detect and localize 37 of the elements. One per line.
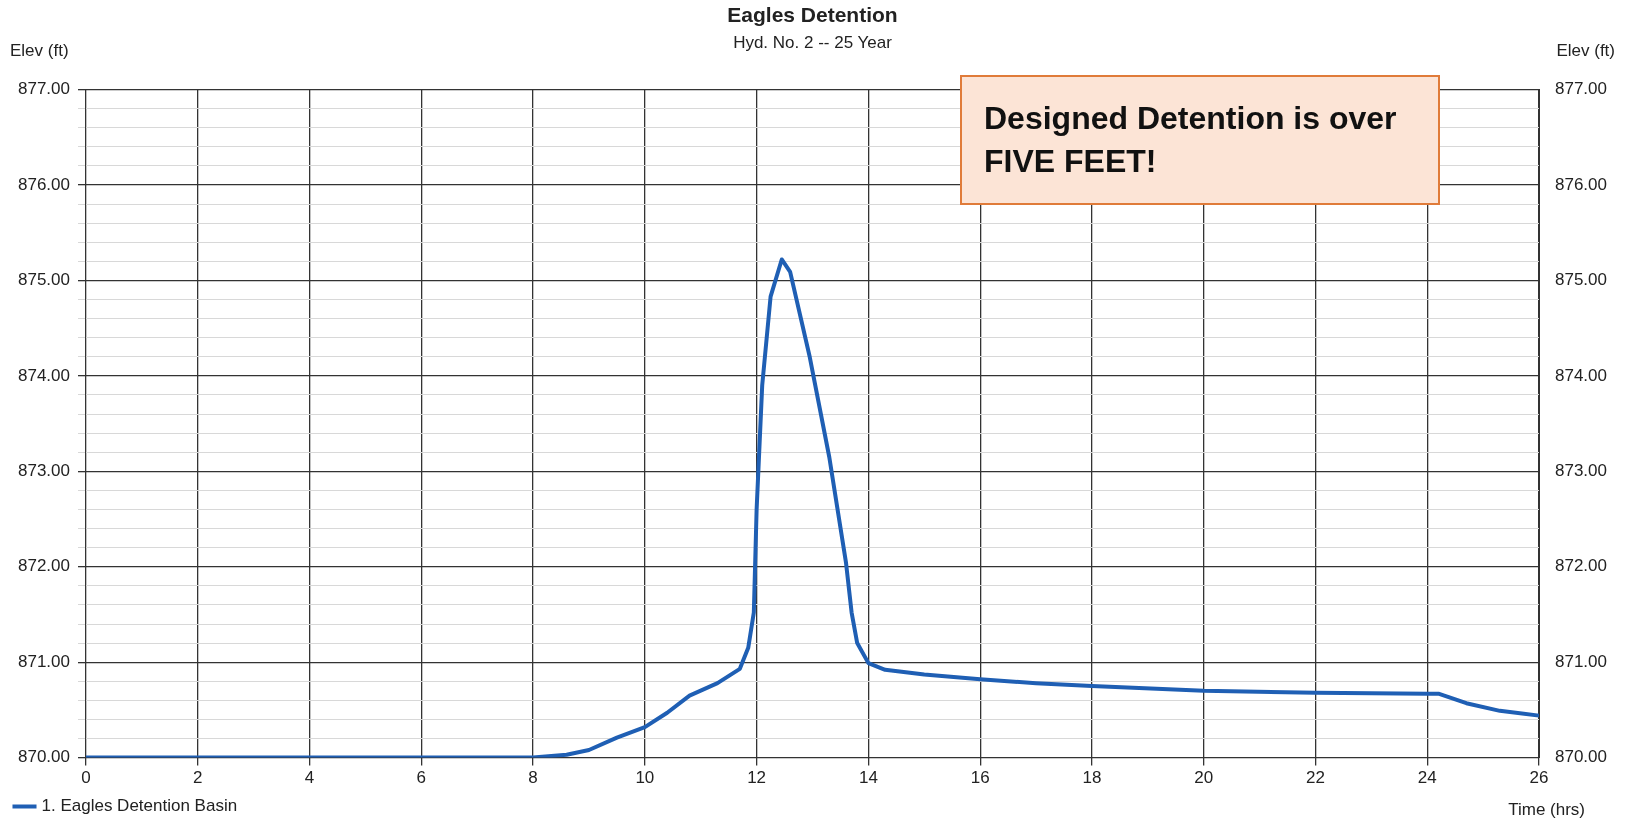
x-tick-label: 2 <box>193 768 203 788</box>
x-axis-title: Time (hrs) <box>1508 800 1585 820</box>
chart-title: Eagles Detention <box>727 3 898 27</box>
x-tick-label: 26 <box>1529 768 1549 788</box>
x-tick-label: 6 <box>416 768 427 788</box>
x-tick-label: 18 <box>1082 768 1102 788</box>
y2-tick-label: 871.00 <box>1555 651 1607 671</box>
y2-axis-title: Elev (ft) <box>1556 40 1615 60</box>
x-tick-label: 20 <box>1194 768 1214 788</box>
y-tick-label: 871.00 <box>18 651 70 671</box>
y-tick-label: 876.00 <box>18 174 70 194</box>
y-tick-label: 873.00 <box>18 461 70 480</box>
chart-subtitle: Hyd. No. 2 -- 25 Year <box>733 33 893 53</box>
x-tick-label: 12 <box>747 768 767 788</box>
x-tick-label: 0 <box>81 768 91 788</box>
x-tick-label: 8 <box>528 768 538 788</box>
x-tick-label: 14 <box>858 768 878 788</box>
y2-tick-label: 875.00 <box>1555 270 1607 290</box>
y-tick-label: 870.00 <box>18 747 70 767</box>
y2-tick-label: 877.00 <box>1555 79 1607 99</box>
legend-label: 1. Eagles Detention Basin <box>41 796 238 816</box>
y2-tick-label: 876.00 <box>1555 174 1607 194</box>
y2-tick-label: 873.00 <box>1555 461 1607 480</box>
y-tick-label: 874.00 <box>18 365 70 385</box>
y-axis-title: Elev (ft) <box>10 40 69 60</box>
x-tick-label: 4 <box>304 768 315 788</box>
x-tick-label: 16 <box>970 768 990 788</box>
y2-tick-label: 872.00 <box>1555 556 1607 576</box>
y-tick-label: 877.00 <box>18 79 70 99</box>
x-tick-label: 22 <box>1306 768 1325 788</box>
annotation: Designed Detention is over FIVE FEET! <box>960 75 1440 206</box>
x-tick-label: 24 <box>1417 768 1437 788</box>
y2-tick-label: 870.00 <box>1555 747 1607 767</box>
y2-tick-label: 874.00 <box>1555 365 1607 385</box>
y-tick-label: 872.00 <box>18 556 70 576</box>
x-tick-label: 10 <box>635 768 655 788</box>
y-tick-label: 875.00 <box>18 270 70 290</box>
